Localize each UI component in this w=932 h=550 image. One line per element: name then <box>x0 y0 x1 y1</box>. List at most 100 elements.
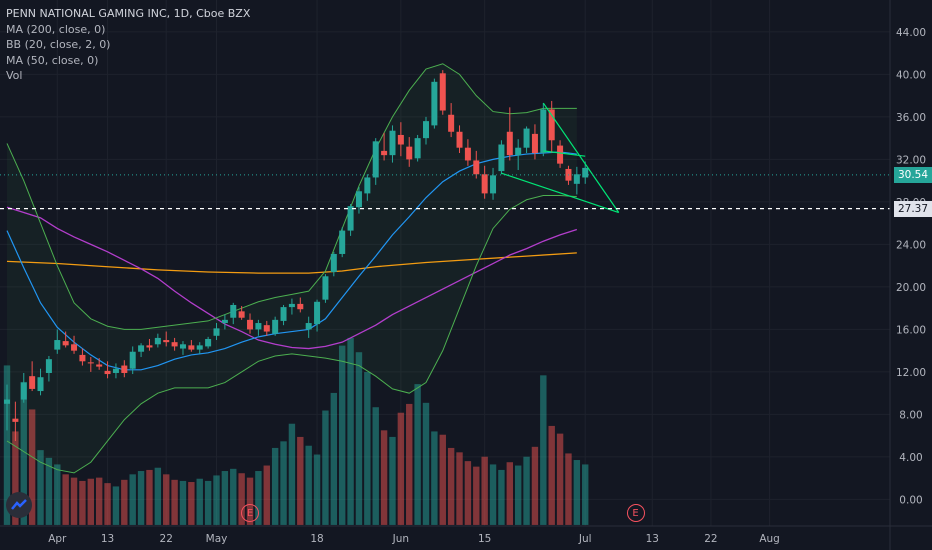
volume-bar <box>489 464 497 525</box>
candle-body <box>381 150 388 156</box>
candle-body <box>406 146 413 160</box>
ma200-line <box>6 252 577 274</box>
volume-bar <box>280 441 287 525</box>
volume-bar <box>37 450 44 525</box>
volume-bar <box>28 409 36 525</box>
y-tick-label: 20.00 <box>896 282 926 294</box>
volume-bar <box>406 403 413 525</box>
candle-body <box>297 303 304 310</box>
bb-basis-line <box>6 151 577 371</box>
volume-bar <box>456 452 463 525</box>
candle-body <box>339 230 346 254</box>
x-tick-label: 22 <box>704 533 717 545</box>
candle-body <box>263 325 270 332</box>
candle-body <box>448 114 455 132</box>
candle-body <box>238 311 245 318</box>
volume-bar <box>372 407 379 525</box>
y-tick-label: 32.00 <box>896 154 926 166</box>
candle-body <box>364 177 371 194</box>
last-price-tag: 30.54 <box>894 166 932 183</box>
candle-body <box>431 81 438 126</box>
candle-body <box>355 191 362 208</box>
volume-bar <box>422 402 430 525</box>
candle-body <box>121 365 128 373</box>
earnings-marker[interactable]: E <box>626 504 645 522</box>
volume-bar <box>313 454 321 525</box>
candle-body <box>490 175 497 194</box>
candle-body <box>389 130 396 156</box>
candle-body <box>129 351 136 369</box>
legend-bb: BB (20, close, 2, 0) <box>6 38 111 51</box>
volume-bar <box>573 460 581 525</box>
volume-bar <box>305 445 312 525</box>
candle-body <box>104 370 111 375</box>
earnings-marker[interactable]: E <box>241 504 260 522</box>
y-tick-label: 0.00 <box>899 494 922 506</box>
volume-bar <box>62 474 69 525</box>
volume-bar <box>565 453 572 525</box>
volume-bar <box>380 430 388 525</box>
volume-bar <box>121 479 128 525</box>
candle-body <box>12 418 19 422</box>
candle-body <box>280 307 287 321</box>
candle-body <box>314 301 321 325</box>
candle-body <box>112 368 119 373</box>
candle-body <box>205 338 212 347</box>
candle-body <box>196 345 203 350</box>
candle-body <box>464 147 471 161</box>
horizontal-line-price-tag: 27.37 <box>894 200 932 217</box>
volume-bar <box>523 456 530 525</box>
volume-bar <box>540 375 547 525</box>
candle-body <box>531 133 538 154</box>
volume-bar <box>506 462 513 525</box>
volume-bar <box>3 365 11 525</box>
candle-body <box>79 354 86 362</box>
candle-body <box>213 328 220 336</box>
bb-lower-band <box>6 195 577 474</box>
volume-bar <box>473 466 480 525</box>
x-tick-label: 22 <box>160 533 173 545</box>
candle-body <box>414 138 421 159</box>
volume-bar <box>431 431 438 525</box>
candle-body <box>29 376 36 389</box>
y-tick-label: 16.00 <box>896 324 926 336</box>
volume-bar <box>179 480 187 525</box>
volume-bar <box>20 381 27 525</box>
bb-fill <box>7 63 577 473</box>
candle-body <box>71 344 78 351</box>
candle-body <box>523 128 530 148</box>
volume-bar <box>95 477 103 525</box>
y-tick-label: 4.00 <box>899 452 922 464</box>
x-tick-label: 13 <box>101 533 114 545</box>
volume-bar <box>246 477 254 525</box>
legend-title: PENN NATIONAL GAMING INC, 1D, Cboe BZX <box>6 7 251 20</box>
y-tick-label: 12.00 <box>896 367 926 379</box>
x-tick-label: 13 <box>646 533 659 545</box>
volume-bar <box>137 471 145 525</box>
ma50-line <box>6 206 578 350</box>
candle-body <box>481 174 488 194</box>
candle-body <box>96 364 103 367</box>
candle-body <box>347 206 354 231</box>
candle-body <box>171 342 178 347</box>
volume-bar <box>230 468 237 525</box>
volume-bar <box>548 425 555 525</box>
candle-body <box>272 319 279 334</box>
trendline <box>543 150 586 157</box>
volume-bar <box>263 465 270 525</box>
volume-bar <box>255 471 262 525</box>
y-tick-label: 36.00 <box>896 112 926 124</box>
volume-bar <box>355 352 363 525</box>
tradingview-logo[interactable] <box>6 492 32 518</box>
volume-bar <box>154 467 162 525</box>
volume-bar <box>347 337 354 525</box>
volume-bar <box>129 474 136 525</box>
candle-body <box>305 323 312 330</box>
candle-body <box>54 340 61 350</box>
volume-bar <box>288 423 296 525</box>
candle-body <box>45 359 52 373</box>
legend-ma200: MA (200, close, 0) <box>6 22 106 36</box>
legend-ma50: MA (50, close, 0) <box>6 53 99 67</box>
